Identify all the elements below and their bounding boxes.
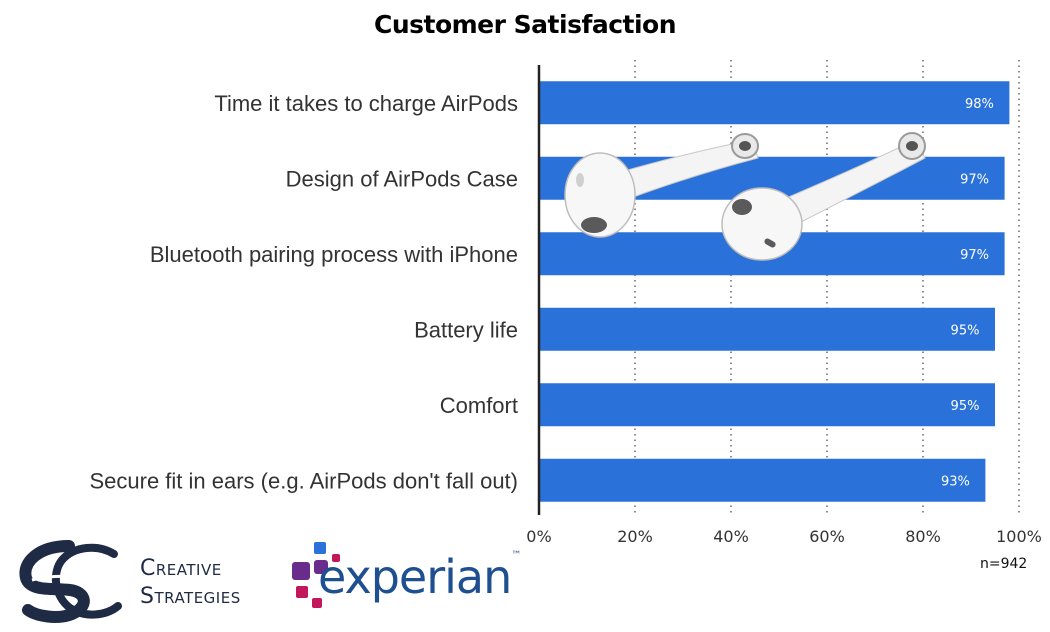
airpod-right-image — [564, 133, 759, 238]
experian-dots-mark — [292, 542, 340, 608]
chart-title: Customer Satisfaction — [373, 10, 677, 39]
airpods-image — [564, 132, 926, 261]
category-label: Battery life — [414, 317, 518, 342]
data-label: 93% — [941, 474, 970, 489]
x-tick-label: 0% — [526, 527, 551, 546]
sample-size-note: n=942 — [980, 556, 1028, 572]
bar — [539, 458, 986, 502]
x-tick-label: 100% — [996, 527, 1042, 546]
bar — [539, 81, 1010, 125]
category-label: Secure fit in ears (e.g. AirPods don't f… — [89, 468, 518, 493]
experian-wordmark: experian™ — [318, 550, 521, 604]
bar — [539, 383, 995, 427]
category-labels: Time it takes to charge AirPods Design of… — [89, 91, 518, 494]
airpod-left-image — [721, 132, 926, 261]
creative-strategies-logo: Creative Strategies — [14, 540, 284, 624]
bars — [539, 81, 1010, 502]
experian-logo: experian™ — [288, 540, 521, 624]
data-label: 95% — [951, 399, 980, 414]
grid-lines — [634, 60, 1020, 515]
data-label: 95% — [951, 323, 980, 338]
creative-strategies-wordmark-line1: Creative — [140, 556, 222, 581]
creative-strategies-mark — [19, 540, 122, 623]
x-tick-labels: 0% 20% 40% 60% 80% 100% — [526, 527, 1042, 546]
x-tick-label: 40% — [713, 527, 749, 546]
x-tick-label: 80% — [905, 527, 941, 546]
bar — [539, 307, 995, 351]
data-label: 97% — [960, 248, 989, 263]
x-tick-label: 20% — [617, 527, 653, 546]
category-label: Comfort — [440, 393, 518, 418]
data-labels: 98% 97% 97% 95% 95% 93% — [941, 97, 994, 490]
data-label: 98% — [965, 97, 994, 112]
category-label: Design of AirPods Case — [286, 166, 518, 191]
category-label: Bluetooth pairing process with iPhone — [150, 242, 518, 267]
creative-strategies-wordmark-line2: Strategies — [140, 584, 241, 609]
category-label: Time it takes to charge AirPods — [214, 91, 518, 116]
data-label: 97% — [960, 172, 989, 187]
x-tick-label: 60% — [809, 527, 845, 546]
